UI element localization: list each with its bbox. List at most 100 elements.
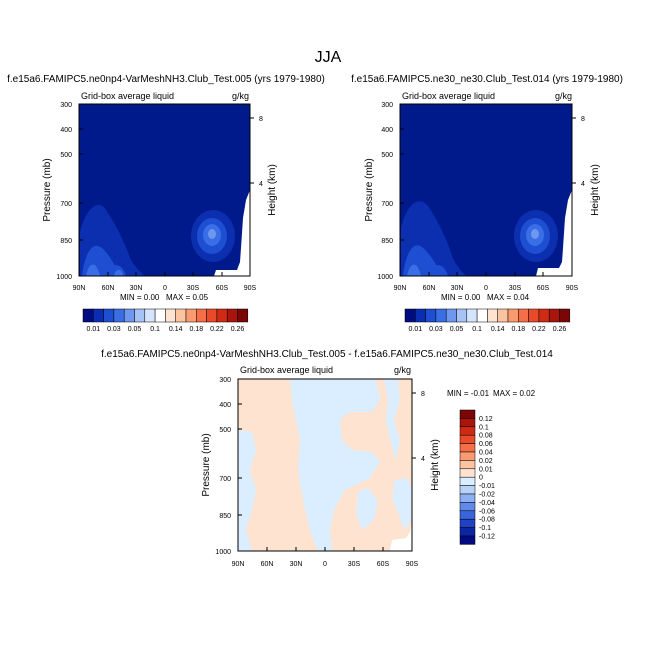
variable-label: Grid-box average liquid [402, 91, 495, 101]
colorbar-swatch [476, 308, 488, 323]
topography-mask [214, 190, 250, 276]
colorbar-swatch [185, 308, 197, 323]
colorbar-label: 0.12 [479, 416, 493, 423]
tick-label-850: 850 [381, 238, 393, 245]
colorbar-label: 0.01 [408, 326, 422, 333]
colorbar-label: 0.18 [189, 326, 203, 333]
tick-marks [412, 392, 416, 459]
tick-marks [250, 117, 254, 184]
tick-label-700: 700 [219, 476, 231, 483]
contour-level-0.03 [114, 269, 123, 276]
min-label: MIN = 0.00 [441, 293, 481, 302]
colorbar-label: 0.1 [479, 424, 489, 431]
colorbar-swatch [154, 308, 166, 323]
pressure-ticks: 300 400 500 700 850 1000 [377, 102, 404, 281]
tick-label-60N: 60N [261, 561, 274, 568]
max-label: MAX = 0.05 [166, 293, 209, 302]
colorbar-swatch [538, 308, 550, 323]
colorbar-label: 0.01 [479, 466, 493, 473]
tick-label-60S: 60S [216, 285, 229, 292]
tick-label-4km: 4 [259, 181, 263, 188]
tick-marks [238, 403, 242, 516]
colorbar-label: 0.1 [472, 326, 482, 333]
colorbar-swatch [548, 308, 560, 323]
y2-axis-label: Height (km) [590, 164, 601, 216]
pressure-ticks: 300 400 500 700 850 1000 [56, 102, 83, 281]
panel-model-ne30: f.e15a6.FAMIPC5.ne30_ne30.Club_Test.014 … [351, 74, 623, 333]
tick-label-0: 0 [163, 285, 167, 292]
y-axis-label: Pressure (mb) [364, 158, 375, 221]
tick-label-0: 0 [323, 561, 327, 568]
tick-label-500: 500 [219, 427, 231, 434]
tick-label-4km: 4 [421, 456, 425, 463]
colorbar-swatch [487, 308, 498, 323]
y-axis-label: Pressure (mb) [201, 433, 212, 496]
colorbar-swatch [82, 308, 94, 323]
colorbar-swatch [216, 308, 228, 323]
contour-field [400, 104, 572, 276]
colorbar-swatch [459, 451, 476, 461]
contour-level-0.03 [407, 264, 421, 276]
tick-label-8km: 8 [581, 116, 585, 123]
figure-title: JJA [315, 49, 342, 66]
pressure-ticks: 300 400 500 700 850 1000 [215, 377, 242, 556]
colorbar: 0.120.10.080.060.040.020.010-0.01-0.02-0… [459, 409, 495, 545]
colorbar-swatch [459, 409, 476, 419]
min-label: MIN = -0.01 [447, 389, 490, 398]
colorbar-swatch [497, 308, 509, 323]
height-ticks: 8 4 [572, 116, 585, 188]
colorbar-label: 0 [479, 475, 483, 482]
colorbar-swatch [459, 510, 476, 520]
colorbar-label: -0.02 [479, 492, 495, 499]
lat-ticks: 90N 60N 30N 0 30S 60S 90S [73, 272, 257, 292]
min-label: MIN = 0.00 [120, 293, 160, 302]
tick-label-300: 300 [219, 377, 231, 384]
tick-label-400: 400 [381, 127, 393, 134]
colorbar-swatch [459, 434, 476, 444]
colorbar-label: 0.08 [479, 433, 493, 440]
colorbar-swatch [459, 443, 476, 453]
colorbar-label: -0.08 [479, 517, 495, 524]
tick-label-30N: 30N [130, 285, 143, 292]
panel-model-var-mesh: f.e15a6.FAMIPC5.ne0np4-VarMeshNH3.Club_T… [7, 74, 325, 333]
contour-level-0.02 [430, 265, 448, 276]
tick-label-30N: 30N [451, 285, 464, 292]
colorbar-swatch [459, 485, 476, 495]
max-label: MAX = 0.02 [493, 389, 536, 398]
tick-label-60N: 60N [423, 285, 436, 292]
tick-label-30N: 30N [290, 561, 303, 568]
colorbar: 0.01 0.03 0.05 0.1 0.14 0.18 0.22 0.26 [82, 308, 249, 333]
tick-label-1000: 1000 [215, 549, 231, 556]
colorbar-swatch [93, 308, 104, 323]
colorbar-label: -0.12 [479, 534, 495, 541]
contour-level-negative-0.01 [356, 488, 378, 530]
colorbar-swatch [123, 308, 135, 323]
tick-label-300: 300 [60, 102, 72, 109]
colorbar-swatch [507, 308, 519, 323]
tick-label-90S: 90S [244, 285, 257, 292]
y-axis-label: Pressure (mb) [42, 158, 53, 221]
variable-label: Grid-box average liquid [240, 365, 333, 375]
colorbar-swatch [103, 308, 115, 323]
colorbar-label: 0.22 [210, 326, 224, 333]
panel-title: f.e15a6.FAMIPC5.ne0np4-VarMeshNH3.Club_T… [7, 74, 325, 85]
colorbar-label: 0.1 [150, 326, 160, 333]
colorbar-label: 0.05 [450, 326, 464, 333]
colorbar-label: 0.02 [479, 458, 493, 465]
colorbar-swatch [456, 308, 468, 323]
contour-level-negative-0.01 [290, 379, 380, 551]
tick-label-8km: 8 [421, 391, 425, 398]
colorbar-label: 0.26 [231, 326, 245, 333]
tick-label-300: 300 [381, 102, 393, 109]
height-ticks: 8 4 [412, 391, 425, 463]
tick-marks [107, 272, 223, 276]
colorbar-swatch [144, 308, 156, 323]
lat-ticks: 90N 60N 30N 0 30S 60S 90S [232, 547, 419, 568]
contour-level-negative-0.01 [392, 478, 412, 530]
tick-marks [572, 117, 576, 184]
tick-label-850: 850 [219, 513, 231, 520]
y2-axis-label: Height (km) [430, 439, 441, 491]
colorbar-swatch [466, 308, 478, 323]
units-label: g/kg [555, 91, 572, 101]
